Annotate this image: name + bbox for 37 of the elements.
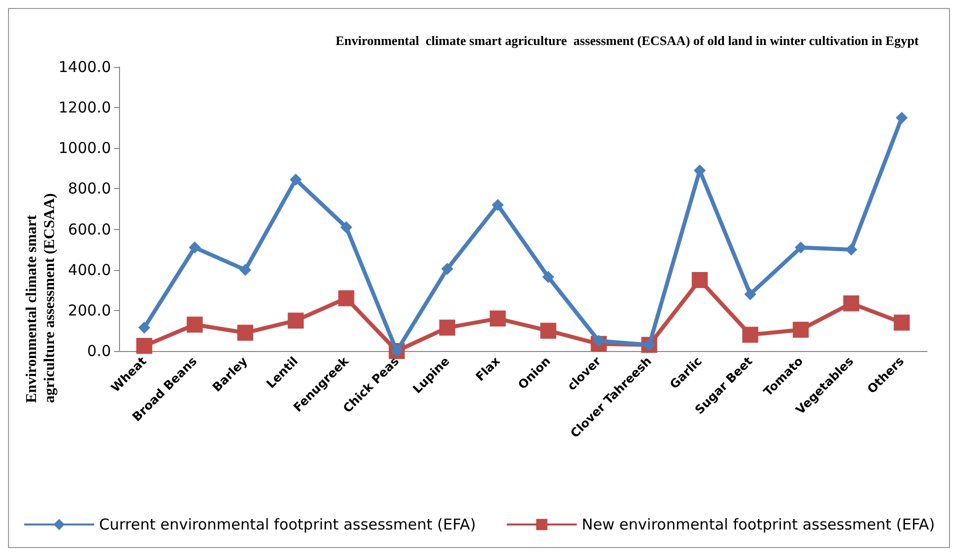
- point: [290, 174, 302, 186]
- point: [894, 314, 910, 331]
- point: [896, 112, 908, 124]
- chart-title: Environmental climate smart agriculture assessment (ECSAA) of old land in winter cultivation in Egypt: [336, 33, 920, 48]
- point: [188, 242, 201, 254]
- point: [540, 322, 556, 339]
- point: [794, 242, 807, 254]
- point: [186, 316, 203, 333]
- point: [237, 324, 254, 341]
- point: [338, 290, 354, 306]
- y-tick-label: 1200.0: [58, 98, 111, 117]
- point: [542, 270, 554, 283]
- point: [490, 310, 506, 327]
- y-tick-label: 1000.0: [58, 139, 111, 158]
- y-tick-label: 800.0: [68, 180, 111, 198]
- point: [441, 262, 454, 275]
- point: [742, 326, 758, 343]
- point: [843, 295, 860, 312]
- point: [138, 322, 150, 334]
- point: [439, 320, 456, 336]
- point: [744, 288, 756, 300]
- y-axis-title: Environmental climate smart agriculture assessment (ECSAA): [24, 193, 58, 403]
- legend-label: Current environmental footprint assessment (EFA): [99, 516, 476, 534]
- point: [288, 312, 304, 329]
- point: [692, 272, 708, 288]
- y-tick-label: 0.0: [87, 342, 111, 360]
- point: [845, 244, 858, 256]
- point: [136, 338, 152, 354]
- point: [239, 264, 252, 276]
- y-tick-label: 400.0: [68, 260, 111, 279]
- point: [792, 322, 809, 338]
- point: [340, 221, 352, 234]
- legend-label: New environmental footprint assessment (EFA): [582, 516, 935, 534]
- y-tick-label: 1400.0: [58, 58, 111, 76]
- point: [492, 198, 504, 211]
- y-tick-label: 600.0: [68, 220, 111, 238]
- y-tick-label: 200.0: [68, 301, 111, 320]
